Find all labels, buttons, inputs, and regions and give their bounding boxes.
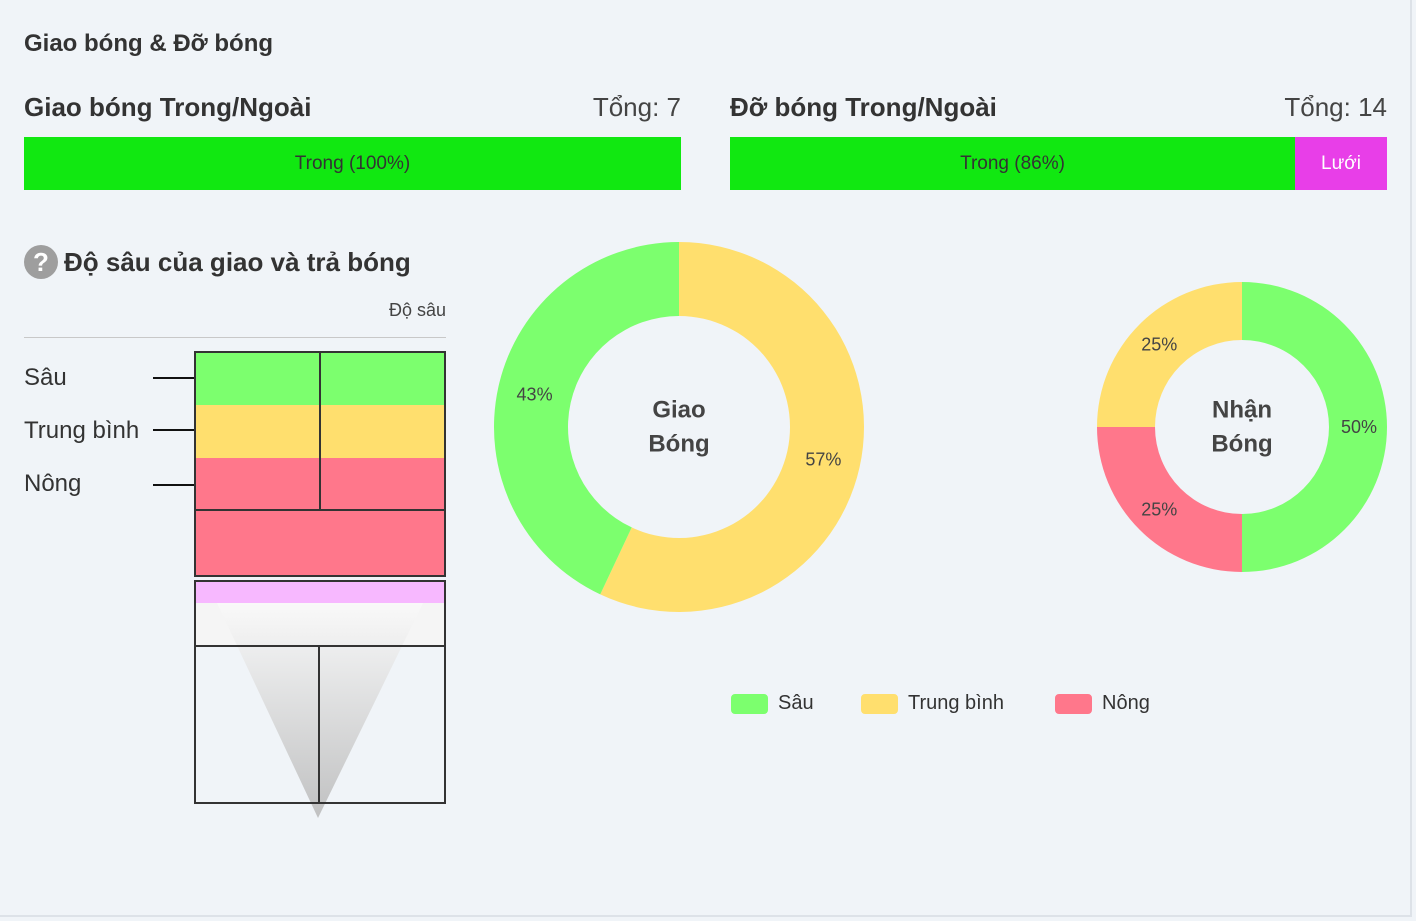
legend-swatch-shallow bbox=[1055, 693, 1092, 714]
serve-stacked-bar: Trong (100%) bbox=[24, 137, 681, 190]
donut-slice[interactable] bbox=[1097, 427, 1242, 572]
depth-title-row: ? Độ sâu của giao và trả bóng bbox=[24, 244, 411, 280]
donut-slice-label: 25% bbox=[1141, 500, 1177, 520]
donut-slice-label: 25% bbox=[1141, 334, 1177, 354]
receive-stacked-bar: Trong (86%) Lưới bbox=[730, 137, 1387, 190]
table-depth-diagram bbox=[194, 351, 446, 818]
depth-column-label: Độ sâu bbox=[388, 300, 446, 320]
donut-slice[interactable] bbox=[1242, 282, 1387, 572]
level-label-deep: Sâu bbox=[24, 364, 67, 391]
serve_bar-segment-0: Trong (100%) bbox=[24, 137, 681, 190]
legend-swatch-medium bbox=[861, 693, 898, 714]
legend-label-shallow: Nông bbox=[1102, 692, 1150, 714]
legend-swatch-deep bbox=[731, 693, 768, 714]
legend-label-deep: Sâu bbox=[778, 692, 814, 714]
donut-center-label: Giao bbox=[652, 397, 705, 424]
receive-bar-title: Đỡ bóng Trong/Ngoài bbox=[730, 92, 997, 122]
receive-bar-total: Tổng: 14 bbox=[1284, 92, 1387, 122]
legend-item-deep[interactable]: Sâu bbox=[731, 692, 814, 715]
receive-bar-header: Đỡ bóng Trong/Ngoài Tổng: 14 bbox=[730, 92, 1387, 126]
donut-center-label: Bóng bbox=[648, 431, 709, 458]
depth-column-header: Độ sâu bbox=[24, 298, 446, 338]
donut-slice[interactable] bbox=[494, 242, 679, 595]
short-zone-outline bbox=[194, 509, 446, 577]
receive_bar-segment-0: Trong (86%) bbox=[730, 137, 1296, 190]
donut-slice-label: 50% bbox=[1341, 417, 1377, 437]
serve-bar-total: Tổng: 7 bbox=[592, 92, 681, 122]
question-circle-icon[interactable]: ? bbox=[24, 245, 58, 279]
legend-label-medium: Trung bình bbox=[908, 692, 1004, 714]
donut-slice[interactable] bbox=[1097, 282, 1242, 427]
receive_bar-segment-1: Lưới bbox=[1295, 137, 1387, 190]
donut-center-label: Nhận bbox=[1212, 397, 1272, 424]
serve-bar-header: Giao bóng Trong/Ngoài Tổng: 7 bbox=[24, 92, 681, 126]
donut-slice-label: 57% bbox=[805, 449, 841, 469]
donut-slice-label: 43% bbox=[517, 385, 553, 405]
donut-center-label: Bóng bbox=[1211, 431, 1272, 458]
legend-item-shallow[interactable]: Nông bbox=[1055, 692, 1150, 715]
serve-bar-title: Giao bóng Trong/Ngoài bbox=[24, 92, 312, 122]
donut-slice[interactable] bbox=[600, 242, 864, 612]
level-label-shallow: Nông bbox=[24, 470, 82, 497]
serve-depth-donut-chart: 57% 43% Giao Bóng bbox=[494, 242, 864, 612]
receive-depth-donut-chart: 50% 25% 25% Nhận Bóng bbox=[1097, 282, 1387, 572]
level-label-medium: Trung bình bbox=[24, 417, 140, 444]
section-title: Giao bóng & Đỡ bóng bbox=[24, 30, 274, 57]
depth-title: Độ sâu của giao và trả bóng bbox=[64, 246, 411, 277]
legend-item-medium[interactable]: Trung bình bbox=[861, 692, 1004, 715]
net-zone bbox=[195, 581, 445, 603]
